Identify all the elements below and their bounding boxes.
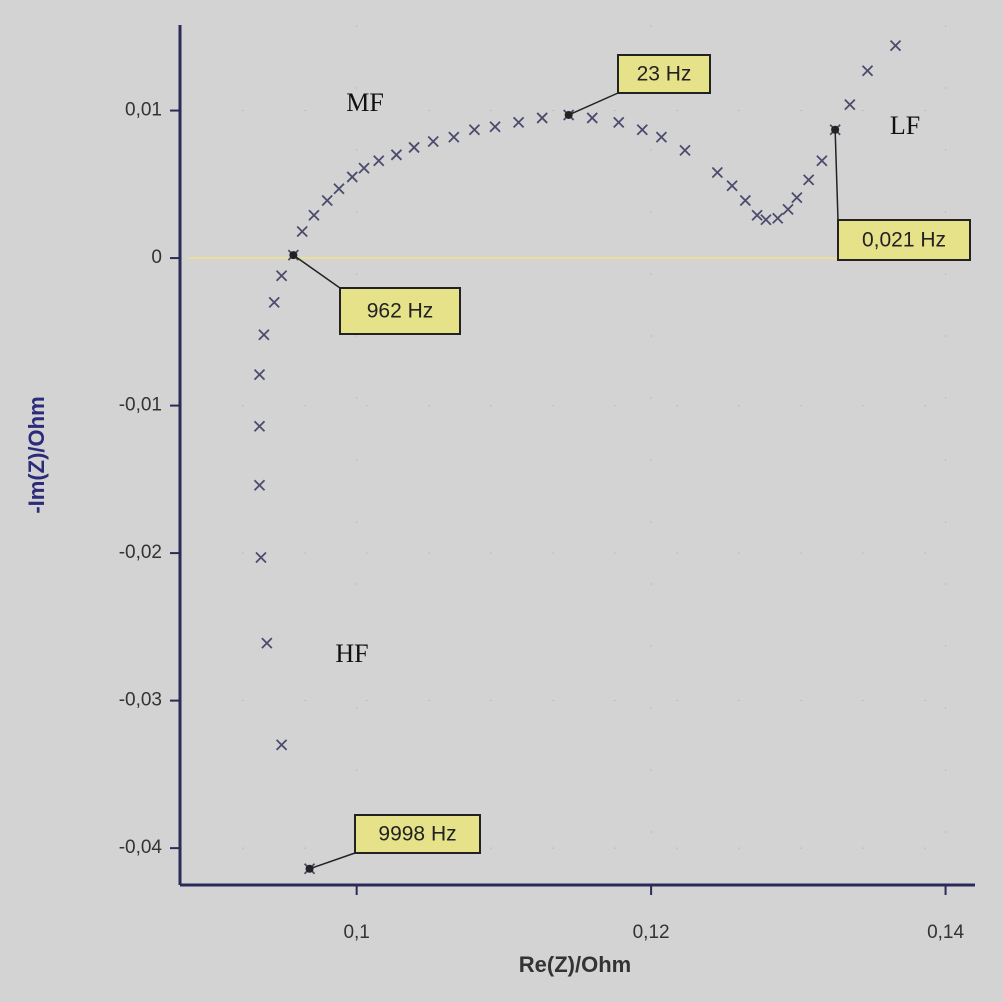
callout-box bbox=[339, 287, 461, 335]
data-point bbox=[390, 149, 403, 161]
data-point bbox=[586, 112, 598, 124]
y-axis-label: -Im(Z)/Ohm bbox=[24, 396, 49, 513]
y-tick-label: -0,04 bbox=[119, 837, 163, 858]
data-point bbox=[268, 296, 280, 308]
callout-box bbox=[617, 54, 711, 94]
data-point bbox=[468, 124, 481, 136]
region-label: LF bbox=[890, 111, 920, 140]
callout-dot bbox=[289, 251, 298, 260]
region-label: MF bbox=[346, 88, 384, 117]
region-label: HF bbox=[335, 639, 368, 668]
data-point bbox=[275, 739, 288, 751]
data-point bbox=[889, 40, 902, 52]
data-point bbox=[253, 368, 266, 381]
data-point bbox=[255, 551, 267, 564]
data-point bbox=[253, 479, 266, 491]
data-point bbox=[427, 135, 439, 148]
callout-arrow bbox=[834, 129, 839, 221]
x-tick-label: 0,1 bbox=[343, 922, 369, 943]
data-point bbox=[261, 637, 273, 649]
callout-label: 962 Hz bbox=[367, 300, 434, 323]
data-point bbox=[408, 141, 420, 154]
data-point bbox=[373, 155, 385, 167]
callout-arrow bbox=[309, 852, 356, 870]
callout-dot bbox=[564, 110, 573, 119]
data-point bbox=[512, 116, 525, 128]
data-point bbox=[296, 225, 308, 238]
data-point bbox=[346, 171, 358, 183]
data-point bbox=[613, 116, 625, 128]
y-tick-label: -0,01 bbox=[119, 395, 162, 416]
data-point bbox=[636, 124, 648, 136]
data-point bbox=[489, 121, 501, 133]
data-point bbox=[358, 162, 370, 174]
data-point bbox=[726, 180, 738, 192]
data-point bbox=[760, 214, 772, 226]
callout-box bbox=[837, 219, 971, 261]
callout-label: 23 Hz bbox=[637, 63, 692, 86]
data-point bbox=[655, 131, 668, 143]
callout-label: 9998 Hz bbox=[378, 823, 456, 846]
callout-dot bbox=[305, 864, 314, 873]
data-point bbox=[308, 209, 320, 221]
data-point bbox=[253, 420, 266, 432]
data-point bbox=[861, 65, 874, 77]
data-point bbox=[258, 329, 270, 341]
data-point bbox=[711, 166, 723, 179]
data-point bbox=[333, 183, 345, 195]
x-tick-label: 0,12 bbox=[633, 922, 670, 943]
callout-arrow bbox=[292, 254, 341, 289]
data-point bbox=[739, 194, 751, 207]
data-point bbox=[803, 174, 815, 186]
data-point bbox=[844, 99, 856, 111]
data-point bbox=[782, 203, 794, 216]
data-point bbox=[791, 191, 803, 204]
y-tick-label: 0 bbox=[151, 247, 162, 268]
data-point bbox=[536, 112, 548, 124]
data-point bbox=[751, 209, 763, 221]
x-tick-label: 0,14 bbox=[927, 922, 964, 943]
data-point bbox=[448, 131, 460, 143]
data-point bbox=[275, 270, 288, 282]
y-tick-label: -0,03 bbox=[119, 690, 162, 711]
callout-dot bbox=[831, 125, 840, 134]
x-axis-label: Re(Z)/Ohm bbox=[519, 952, 631, 977]
data-point bbox=[772, 212, 784, 224]
data-point bbox=[321, 194, 333, 207]
data-point bbox=[816, 155, 828, 167]
callout-box bbox=[354, 814, 481, 854]
y-tick-label: -0,02 bbox=[119, 542, 162, 563]
y-tick-label: 0,01 bbox=[125, 100, 162, 121]
callout-label: 0,021 Hz bbox=[862, 229, 946, 252]
data-point bbox=[679, 144, 691, 157]
callout-arrow bbox=[568, 92, 619, 116]
